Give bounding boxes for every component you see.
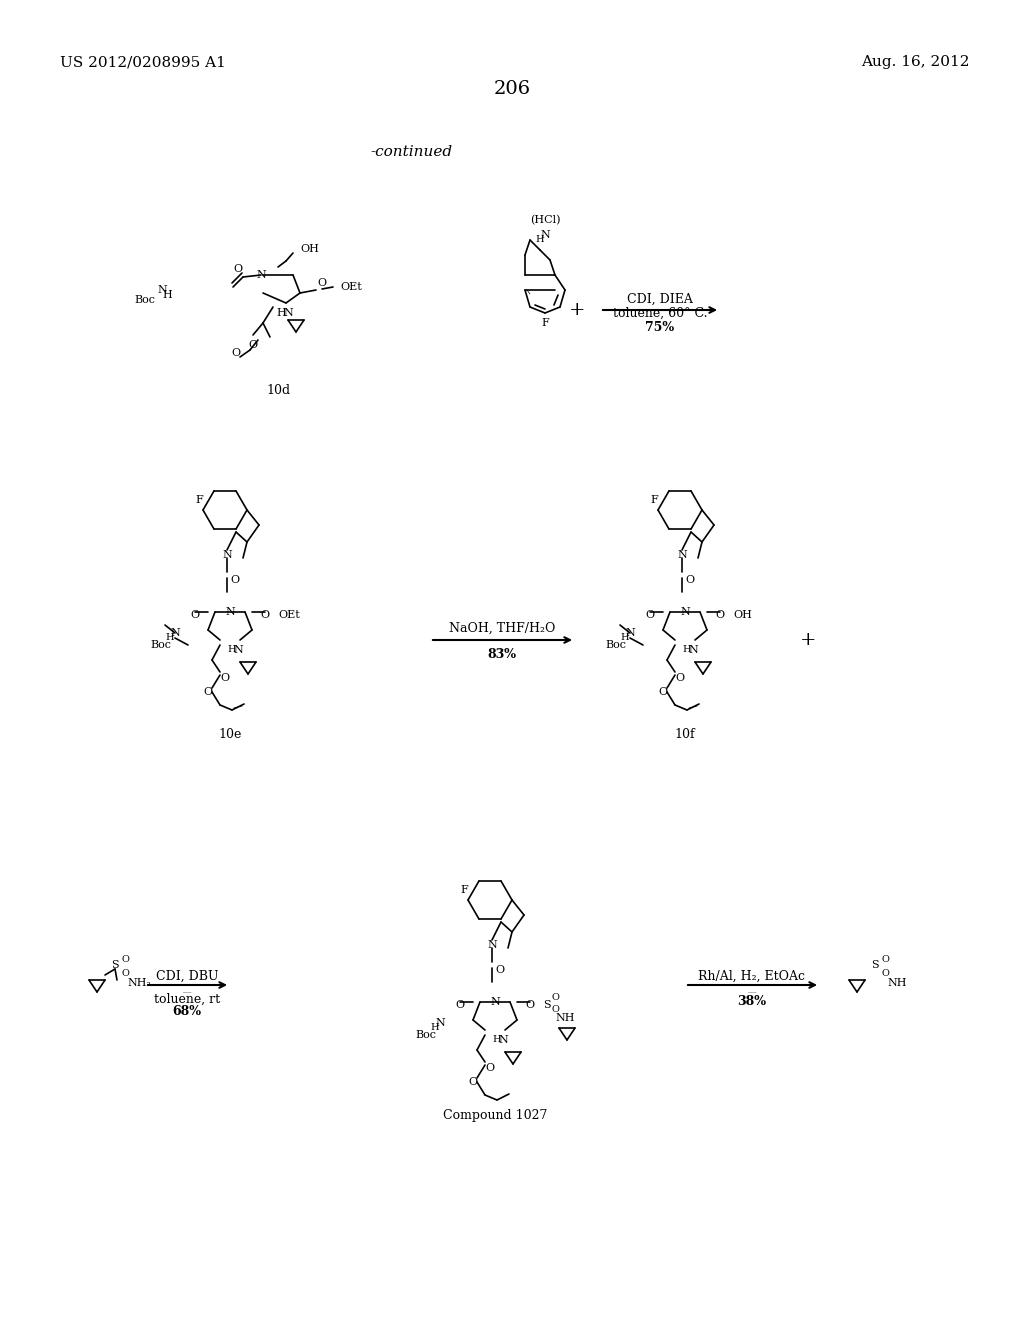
- Text: O: O: [496, 965, 505, 975]
- Text: N: N: [233, 645, 243, 655]
- Text: __: __: [748, 985, 757, 993]
- Text: CDI, DIEA: CDI, DIEA: [627, 293, 693, 306]
- Text: -continued: -continued: [370, 145, 453, 158]
- Text: O: O: [260, 610, 269, 620]
- Text: 10e: 10e: [218, 729, 242, 742]
- Text: Aug. 16, 2012: Aug. 16, 2012: [861, 55, 970, 69]
- Text: O: O: [485, 1063, 495, 1073]
- Text: OEt: OEt: [278, 610, 300, 620]
- Text: O: O: [881, 956, 889, 965]
- Text: N: N: [170, 628, 180, 638]
- Text: Compound 1027: Compound 1027: [442, 1109, 547, 1122]
- Text: H: H: [683, 645, 691, 655]
- Text: O: O: [676, 673, 685, 682]
- Text: 83%: 83%: [487, 648, 516, 661]
- Text: 10d: 10d: [266, 384, 290, 396]
- Text: H: H: [493, 1035, 502, 1044]
- Text: N: N: [157, 285, 167, 294]
- Text: O: O: [468, 1077, 477, 1086]
- Text: O: O: [716, 610, 725, 620]
- Text: N: N: [283, 308, 293, 318]
- Text: O: O: [220, 673, 229, 682]
- Text: NH₂: NH₂: [127, 978, 151, 987]
- Text: N: N: [680, 607, 690, 616]
- Text: O: O: [230, 576, 240, 585]
- Text: O: O: [204, 686, 213, 697]
- Text: S: S: [543, 1001, 551, 1010]
- Text: NaOH, THF/H₂O: NaOH, THF/H₂O: [449, 622, 555, 635]
- Text: N: N: [540, 230, 550, 240]
- Text: H: H: [536, 235, 545, 244]
- Text: N: N: [435, 1018, 444, 1028]
- Text: Boc: Boc: [605, 640, 626, 649]
- Text: Boc: Boc: [150, 640, 171, 649]
- Text: F: F: [460, 884, 468, 895]
- Text: O: O: [551, 994, 559, 1002]
- Text: O: O: [658, 686, 668, 697]
- Text: toluene, 60° C.: toluene, 60° C.: [612, 308, 708, 319]
- Text: O: O: [317, 279, 327, 288]
- Text: 75%: 75%: [645, 321, 675, 334]
- Text: N: N: [498, 1035, 508, 1045]
- Text: +: +: [800, 631, 816, 649]
- Text: CDI, DBU: CDI, DBU: [156, 970, 218, 983]
- Text: H: H: [276, 308, 286, 318]
- Text: O: O: [121, 956, 129, 965]
- Text: Boc: Boc: [415, 1030, 436, 1040]
- Text: N: N: [487, 940, 497, 950]
- Text: 68%: 68%: [172, 1005, 202, 1018]
- Text: 206: 206: [494, 81, 530, 98]
- Text: +: +: [568, 301, 586, 319]
- Text: H: H: [166, 634, 174, 643]
- Text: H: H: [431, 1023, 439, 1032]
- Text: NH: NH: [555, 1012, 574, 1023]
- Text: F: F: [541, 318, 549, 327]
- Text: O: O: [645, 610, 654, 620]
- Text: 10f: 10f: [675, 729, 695, 742]
- Text: Rh/Al, H₂, EtOAc: Rh/Al, H₂, EtOAc: [698, 970, 806, 983]
- Text: 38%: 38%: [737, 995, 767, 1008]
- Text: O: O: [685, 576, 694, 585]
- Text: H: H: [621, 634, 630, 643]
- Text: OH: OH: [300, 244, 318, 253]
- Text: O: O: [249, 341, 258, 350]
- Text: O: O: [551, 1006, 559, 1015]
- Text: N: N: [490, 997, 500, 1007]
- Text: S: S: [871, 960, 879, 970]
- Text: O: O: [233, 264, 243, 275]
- Text: US 2012/0208995 A1: US 2012/0208995 A1: [60, 55, 226, 69]
- Text: N: N: [222, 550, 231, 560]
- Text: N: N: [625, 628, 635, 638]
- Text: S: S: [112, 960, 119, 970]
- Text: OEt: OEt: [340, 282, 361, 292]
- Text: H: H: [227, 645, 237, 655]
- Text: O: O: [190, 610, 200, 620]
- Text: F: F: [650, 495, 657, 506]
- Text: F: F: [195, 495, 203, 506]
- Text: O: O: [456, 1001, 465, 1010]
- Text: NH: NH: [887, 978, 906, 987]
- Text: __: __: [498, 642, 506, 649]
- Text: H: H: [162, 290, 172, 300]
- Text: toluene, rt: toluene, rt: [154, 993, 220, 1006]
- Text: OH: OH: [733, 610, 752, 620]
- Text: O: O: [121, 969, 129, 978]
- Text: Boc: Boc: [134, 294, 155, 305]
- Text: __: __: [182, 985, 191, 993]
- Text: O: O: [525, 1001, 535, 1010]
- Text: (HCl): (HCl): [529, 215, 560, 226]
- Text: N: N: [225, 607, 234, 616]
- Text: O: O: [881, 969, 889, 978]
- Text: N: N: [688, 645, 698, 655]
- Text: O: O: [231, 348, 241, 358]
- Text: N: N: [256, 271, 266, 280]
- Text: N: N: [677, 550, 687, 560]
